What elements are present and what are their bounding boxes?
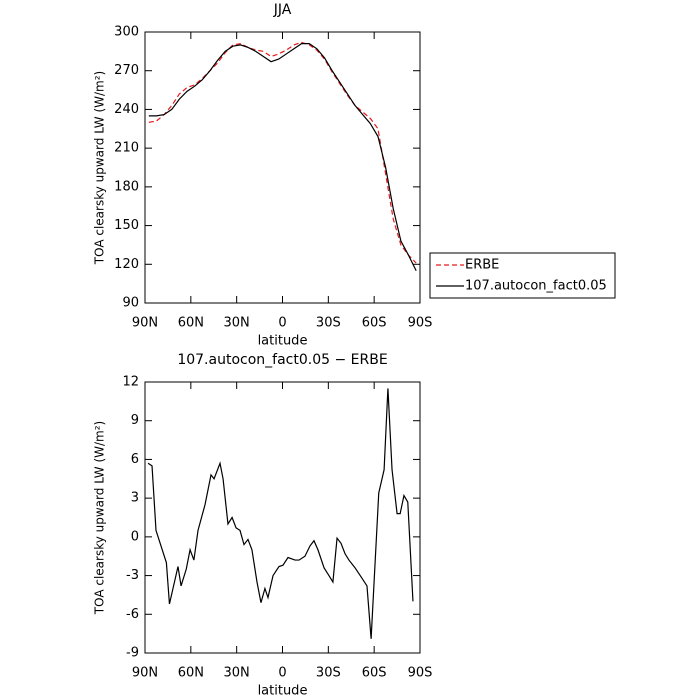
- y-tick-label: 240: [114, 102, 139, 117]
- y-tick-label: 3: [131, 491, 139, 506]
- legend-label: ERBE: [465, 258, 499, 273]
- y-tick-label: 270: [114, 63, 139, 78]
- y-tick-label: 150: [114, 218, 139, 233]
- x-tick-label: 90S: [408, 666, 433, 681]
- y-tick-label: 180: [114, 179, 139, 194]
- x-axis-label: latitude: [258, 334, 308, 349]
- y-axis-label: TOA clearsky upward LW (W/m²): [93, 421, 107, 615]
- x-tick-label: 30S: [316, 316, 341, 331]
- x-tick-label: 60S: [362, 666, 387, 681]
- x-tick-label: 30S: [316, 666, 341, 681]
- legend-box: [429, 252, 616, 299]
- x-tick-label: 0: [278, 316, 286, 331]
- y-tick-label: 210: [114, 141, 139, 156]
- y-tick-label: 0: [131, 529, 139, 544]
- y-axis-label: TOA clearsky upward LW (W/m²): [93, 71, 107, 265]
- data-line: [148, 43, 417, 272]
- y-tick-label: -6: [126, 607, 139, 622]
- y-tick-label: -9: [126, 646, 139, 661]
- x-tick-label: 60N: [178, 316, 204, 331]
- x-tick-label: 90N: [132, 316, 158, 331]
- y-tick-label: 120: [114, 257, 139, 272]
- chart-title: 107.autocon_fact0.05 − ERBE: [177, 352, 387, 368]
- y-tick-label: 90: [122, 296, 139, 311]
- x-tick-label: 60S: [362, 316, 387, 331]
- y-tick-label: 6: [131, 452, 139, 467]
- x-tick-label: 90N: [132, 666, 158, 681]
- x-tick-label: 30N: [224, 316, 250, 331]
- x-tick-label: 0: [278, 666, 286, 681]
- y-tick-label: 12: [122, 375, 139, 390]
- y-tick-label: -3: [126, 568, 139, 583]
- y-tick-label: 9: [131, 413, 139, 428]
- x-axis-label: latitude: [258, 684, 308, 699]
- data-line: [147, 388, 414, 639]
- legend-label: 107.autocon_fact0.05: [465, 279, 607, 294]
- plot-frame: [144, 31, 421, 304]
- y-tick-label: 300: [114, 25, 139, 40]
- x-tick-label: 30N: [224, 666, 250, 681]
- data-line: [148, 41, 417, 264]
- chart-title: JJA: [273, 2, 292, 18]
- x-tick-label: 90S: [408, 316, 433, 331]
- x-tick-label: 60N: [178, 666, 204, 681]
- plot-frame: [144, 381, 421, 654]
